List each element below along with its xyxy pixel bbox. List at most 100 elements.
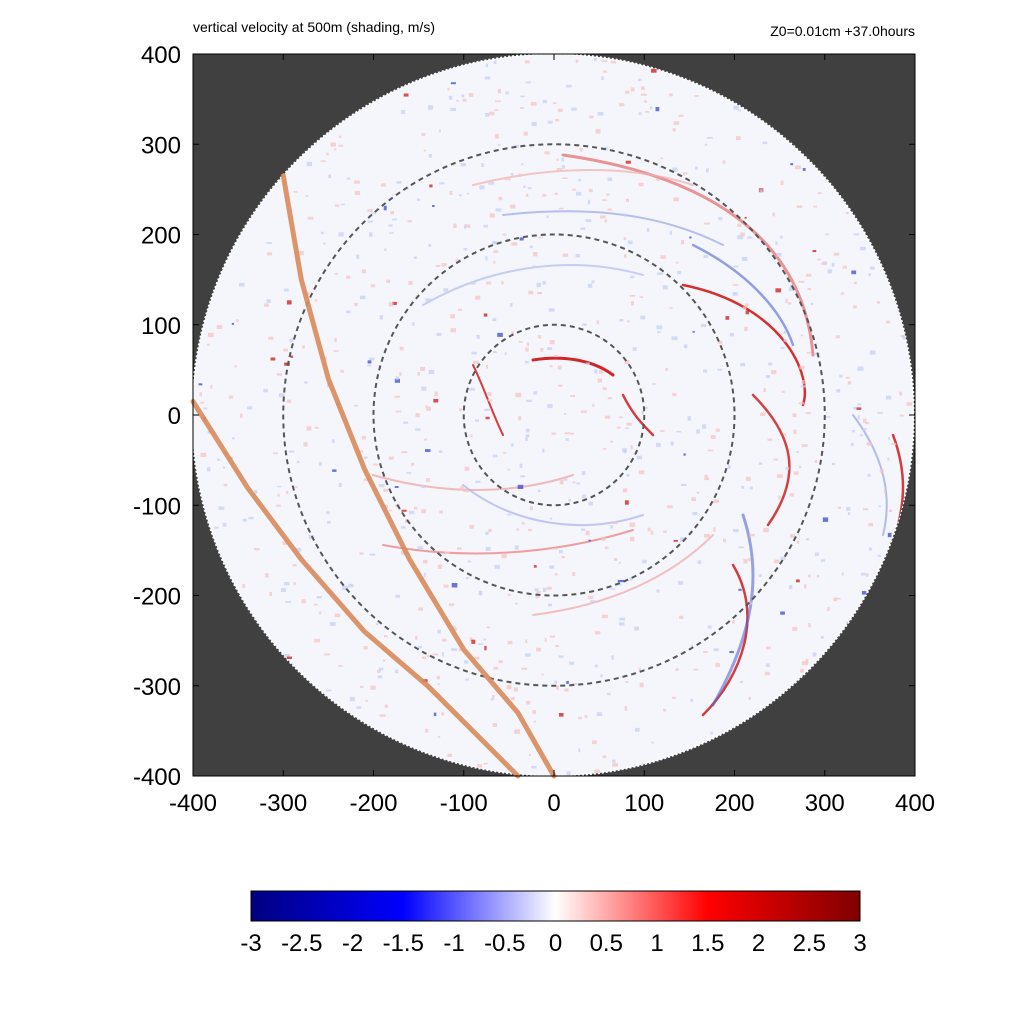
field-speckle: [466, 192, 469, 195]
field-speckle: [727, 465, 731, 469]
field-speckle: [497, 144, 501, 146]
field-speckle: [580, 410, 587, 413]
field-speckle: [511, 697, 515, 700]
field-speckle: [469, 525, 474, 529]
field-speckle: [537, 335, 542, 339]
field-speckle: [462, 98, 467, 102]
field-speckle: [502, 233, 507, 236]
field-speckle: [562, 253, 569, 257]
field-speckle: [657, 272, 664, 275]
field-speckle: [293, 582, 296, 585]
field-speckle: [687, 416, 691, 421]
field-speckle: [690, 644, 693, 648]
x-tick-label: -100: [440, 790, 488, 817]
field-speckle: [421, 386, 427, 391]
field-speckle: [433, 712, 437, 717]
field-streak: [531, 356, 615, 377]
field-speckle: [906, 402, 913, 406]
field-speckle: [564, 688, 569, 692]
field-speckle: [789, 585, 793, 590]
field-speckle: [862, 428, 867, 431]
field-speckle: [886, 320, 891, 324]
field-speckle: [432, 653, 439, 656]
field-speckle: [590, 600, 596, 603]
field-speckle: [485, 256, 488, 261]
field-speckle: [371, 212, 376, 215]
field-speckle: [703, 255, 708, 258]
field-speckle: [314, 603, 318, 606]
field-speckle: [535, 594, 540, 599]
field-speckle: [524, 60, 530, 64]
field-speckle: [425, 449, 431, 452]
field-speckle: [392, 301, 397, 305]
field-speckle: [330, 142, 336, 147]
field-speckle: [465, 577, 469, 580]
field-speckle: [607, 208, 612, 211]
field-speckle: [442, 638, 447, 642]
colorbar-labels: -3 -2.5 -2 -1.5 -1 -0.5 0 0.5 1 1.5 2 2.5 3: [240, 930, 866, 957]
field-speckle: [418, 607, 424, 611]
field-speckle: [842, 265, 847, 269]
field-speckle: [284, 288, 289, 292]
field-speckle: [862, 508, 869, 511]
field-speckle: [288, 450, 295, 453]
field-speckle: [737, 223, 742, 227]
field-speckle: [448, 95, 453, 100]
field-speckle: [528, 528, 532, 532]
field-speckle: [846, 507, 851, 511]
field-speckle: [551, 432, 557, 435]
field-speckle: [774, 559, 780, 564]
field-speckle: [394, 486, 399, 488]
field-speckle: [840, 292, 845, 295]
field-speckle: [841, 572, 844, 576]
colorbar-tick-label: -2.5: [281, 930, 322, 957]
field-speckle: [254, 547, 260, 551]
field-speckle: [216, 325, 223, 329]
field-speckle: [247, 406, 253, 410]
field-speckle: [863, 418, 867, 423]
field-speckle: [384, 504, 388, 509]
field-speckle: [314, 426, 319, 429]
field-speckle: [320, 160, 326, 162]
field-speckle: [578, 178, 582, 182]
field-speckle: [833, 597, 838, 602]
field-speckle: [357, 450, 363, 453]
field-speckle: [591, 280, 595, 284]
field-speckle: [703, 369, 708, 373]
field-speckle: [656, 178, 660, 181]
field-speckle: [626, 320, 630, 323]
field-speckle: [851, 270, 857, 275]
field-speckle: [692, 512, 698, 516]
field-speckle: [421, 509, 426, 514]
field-speckle: [638, 78, 642, 82]
field-speckle: [200, 401, 204, 404]
range-ring: [462, 323, 646, 507]
field-speckle: [473, 360, 480, 364]
field-speckle: [673, 539, 678, 542]
field-speckle: [561, 157, 565, 162]
field-speckle: [420, 367, 425, 371]
field-speckle: [506, 684, 512, 690]
field-speckle: [887, 457, 890, 461]
field-speckle: [356, 254, 360, 259]
field-speckle: [483, 762, 489, 765]
colorbar-tick-label: 3: [853, 930, 866, 957]
field-speckle: [696, 429, 700, 434]
field-speckle: [624, 254, 627, 258]
y-tick-label: -300: [133, 674, 181, 701]
field-speckle: [745, 476, 751, 482]
field-speckle: [364, 456, 368, 459]
field-speckle: [334, 273, 339, 275]
field-speckle: [478, 643, 484, 645]
field-speckle: [565, 438, 569, 441]
field-speckle: [495, 100, 501, 103]
field-speckle: [798, 402, 805, 405]
field-streak: [691, 243, 795, 347]
field-speckle: [284, 362, 290, 366]
field-speckle: [764, 671, 770, 676]
field-speckle: [254, 489, 258, 494]
field-speckle: [879, 468, 884, 473]
field-speckle: [623, 237, 627, 241]
field-speckle: [557, 365, 562, 370]
field-speckle: [556, 685, 559, 690]
